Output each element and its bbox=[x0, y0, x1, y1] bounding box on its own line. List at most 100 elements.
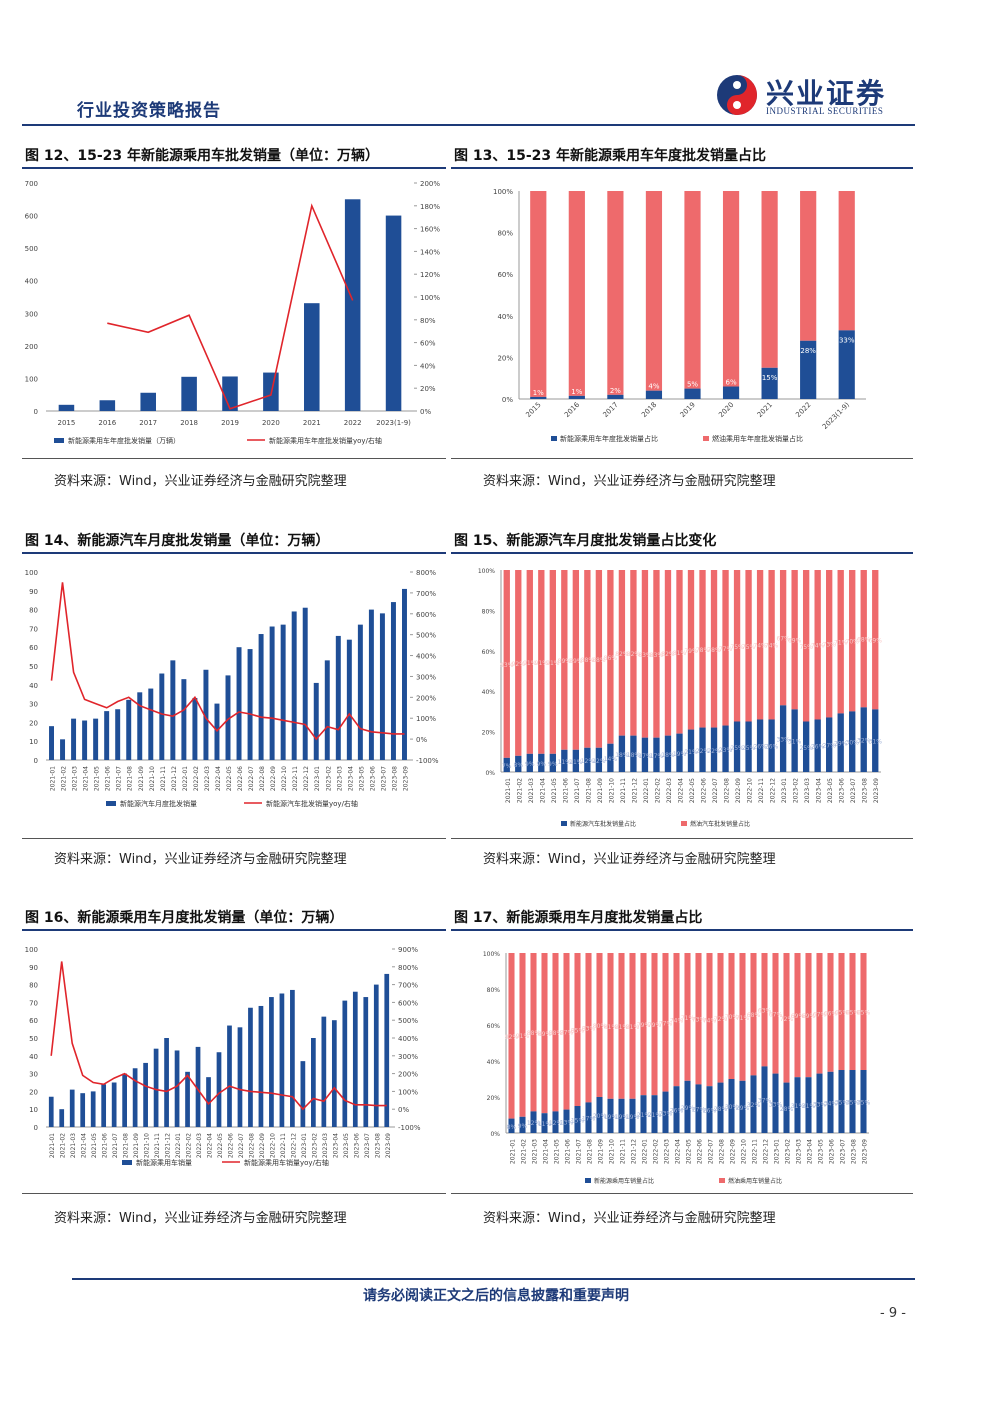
stack-bar-fuel bbox=[687, 570, 695, 730]
inner-value-label: 23% bbox=[659, 1110, 673, 1117]
x-tick-label: 2015 bbox=[524, 401, 542, 419]
x-tick-label: 2023-08 bbox=[391, 766, 398, 791]
figure-12-chart: 0 100 200 300 400 500 600 700 0% 20% 40% 60% 80% 100%… bbox=[25, 180, 441, 445]
stack-bar-nev bbox=[756, 719, 764, 772]
x-tick-label: 2021-10 bbox=[608, 778, 615, 803]
bar bbox=[59, 1109, 65, 1127]
inner-value-label: 82% bbox=[661, 651, 675, 658]
bar bbox=[247, 649, 253, 760]
y2-tick-label: 100% bbox=[398, 1088, 418, 1096]
figure-12-panel: 图 12、15-23 年新能源乘用车批发销量（单位：万辆） 0 100 200 300… bbox=[22, 145, 446, 495]
y-tick-label: 60 bbox=[29, 644, 38, 652]
x-tick-label: 2023-06 bbox=[369, 766, 376, 791]
bar bbox=[279, 993, 285, 1127]
stack-bar-fuel bbox=[837, 570, 844, 714]
bar bbox=[304, 303, 320, 411]
x-tick-label: 2021-08 bbox=[585, 778, 592, 803]
stack-bar-fuel bbox=[756, 570, 764, 720]
stack-bar-nev bbox=[568, 395, 585, 399]
stack-bar-nev bbox=[572, 749, 580, 772]
y2-tick-label: 600% bbox=[398, 999, 418, 1007]
inner-value-label: 82% bbox=[627, 651, 641, 658]
stack-bar-fuel bbox=[872, 570, 879, 710]
stack-bar-fuel bbox=[745, 570, 752, 722]
stack-bar-nev bbox=[802, 721, 810, 772]
x-tick-label: 2021-03 bbox=[532, 1139, 539, 1164]
stack-bar-nev bbox=[538, 753, 545, 772]
x-tick-label: 2023-09 bbox=[873, 778, 880, 803]
inner-value-label: 79% bbox=[637, 1022, 651, 1029]
y-tick-label: 0 bbox=[34, 1124, 38, 1132]
legend-nev-label: 新能源汽车批发销量占比 bbox=[570, 820, 636, 828]
y-tick-label: 100% bbox=[493, 188, 513, 196]
data-label: 28% bbox=[800, 347, 816, 355]
inner-value-label: 12% bbox=[549, 1120, 563, 1127]
inner-value-label: 83% bbox=[650, 652, 664, 659]
inner-value-label: 88% bbox=[527, 1030, 541, 1037]
x-tick-label: 2023-06 bbox=[353, 1133, 360, 1158]
stack-bar-fuel bbox=[568, 191, 585, 396]
inner-value-label: 35% bbox=[835, 1100, 849, 1107]
bar bbox=[159, 673, 165, 760]
y2-tick-label: 100% bbox=[420, 294, 440, 302]
stack-bar-fuel bbox=[641, 570, 649, 738]
y-tick-label: 60% bbox=[487, 1023, 501, 1030]
x-tick-label: 2021-11 bbox=[154, 1133, 161, 1158]
inner-value-label: 88% bbox=[592, 657, 606, 664]
stack-bar-fuel bbox=[653, 570, 660, 738]
figure-13-panel: 图 13、15-23 年新能源乘用车年度批发销量占比 0% 20% 40% 60% 80… bbox=[451, 145, 913, 495]
stack-bar-nev bbox=[503, 757, 510, 772]
inner-value-label: 7% bbox=[502, 763, 512, 770]
stack-bar-fuel bbox=[662, 953, 669, 1092]
inner-value-label: 69% bbox=[802, 1013, 816, 1020]
inner-value-label: 34% bbox=[824, 1100, 838, 1107]
inner-value-label: 26% bbox=[753, 744, 767, 751]
y-tick-label: 10 bbox=[29, 738, 38, 746]
figure-14-chart: 0 10 20 30 40 50 60 70 80 90 100 -100% 0% 100% 200% 300… bbox=[25, 569, 439, 808]
y2-tick-label: 200% bbox=[416, 694, 436, 702]
y-tick-label: 40% bbox=[487, 1059, 501, 1066]
stack-bar-fuel bbox=[645, 191, 663, 391]
stack-bar-nev bbox=[860, 707, 867, 772]
stack-bar-fuel bbox=[728, 953, 735, 1079]
inner-value-label: 83% bbox=[582, 1026, 596, 1033]
x-tick-label: 2022-09 bbox=[259, 1133, 266, 1158]
stack-bar-nev bbox=[618, 735, 626, 772]
bar bbox=[203, 669, 209, 760]
inner-value-label: 9% bbox=[518, 1123, 528, 1130]
y-tick-label: 80% bbox=[487, 987, 501, 994]
stack-bar-nev bbox=[508, 1118, 515, 1133]
x-tick-label: 2021-06 bbox=[562, 778, 569, 803]
y-tick-label: 20% bbox=[482, 730, 496, 737]
stack-bar-nev bbox=[710, 727, 718, 772]
stack-bar-nev bbox=[728, 1079, 735, 1133]
x-tick-label: 2021-06 bbox=[102, 1133, 109, 1158]
data-label: 2% bbox=[610, 387, 621, 395]
bar bbox=[101, 1084, 107, 1127]
inner-value-label: 75% bbox=[742, 644, 756, 651]
bar bbox=[311, 1038, 316, 1127]
y2-tick-label: 800% bbox=[416, 569, 436, 577]
stack-bar-fuel bbox=[684, 191, 701, 389]
inner-value-label: 83% bbox=[638, 652, 652, 659]
stack-bar-fuel bbox=[783, 953, 790, 1083]
inner-value-label: 73% bbox=[823, 642, 837, 649]
y2-tick-label: 140% bbox=[420, 248, 440, 256]
y-tick-label: 60 bbox=[29, 1017, 38, 1025]
stack-bar-fuel bbox=[750, 953, 757, 1076]
bar bbox=[248, 1007, 253, 1127]
title-divider bbox=[22, 929, 446, 931]
inner-value-label: 74% bbox=[703, 1018, 717, 1025]
stack-bar-nev bbox=[645, 390, 663, 399]
x-tick-label: 2021-04 bbox=[539, 778, 546, 803]
inner-value-label: 25% bbox=[730, 745, 744, 752]
x-tick-label: 2018 bbox=[640, 401, 658, 419]
stack-bar-fuel bbox=[800, 191, 817, 341]
stack-bar-nev bbox=[827, 1071, 834, 1133]
stack-bar-fuel bbox=[563, 953, 570, 1110]
x-tick-label: 2023-07 bbox=[850, 778, 857, 803]
bar bbox=[185, 1071, 190, 1127]
inner-value-label: 12% bbox=[592, 758, 606, 765]
stack-bar-fuel bbox=[541, 953, 548, 1114]
stack-bar-fuel bbox=[717, 953, 724, 1083]
